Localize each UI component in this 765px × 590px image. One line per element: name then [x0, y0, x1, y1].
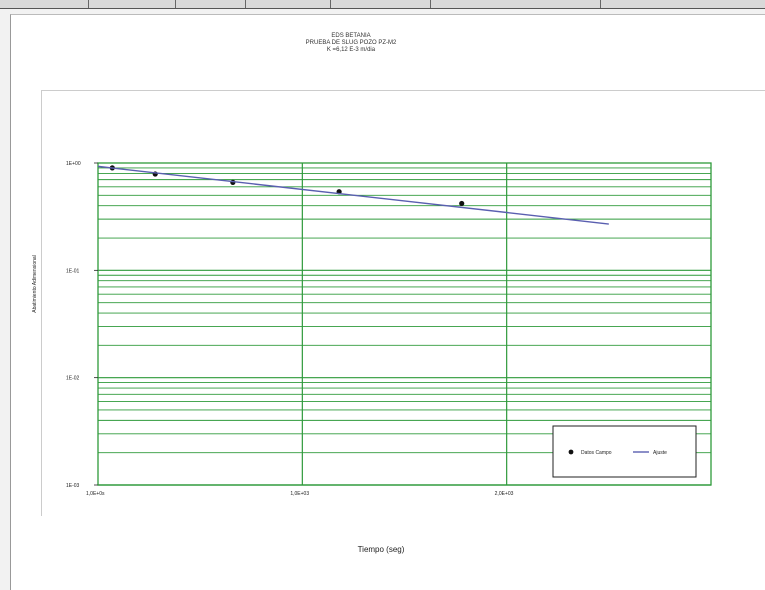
x-tick-label: 1,0E+03	[290, 491, 309, 497]
header-cell	[430, 0, 601, 8]
chart-subtitle: PRUEBA DE SLUG POZO PZ-M2	[305, 40, 397, 46]
legend-marker	[568, 449, 574, 455]
chart-svg: 1E+00 1E-01 1E-02 1E-03 1,0E+0s 1,0E+03 2,0E+0…	[32, 161, 712, 497]
header-cell	[600, 0, 765, 8]
header-cell	[88, 0, 176, 8]
chart-annotation: K =6,12 E-3 m/dia	[326, 47, 376, 53]
x-tick-label: 2,0E+03	[495, 491, 514, 497]
fit-line	[97, 165, 609, 225]
x-tick-label: 1,0E+0s	[86, 491, 105, 497]
plot-frame	[97, 162, 712, 486]
y-tick-label: 1E-02	[66, 376, 80, 382]
x-axis-title: Tiempo (seg)	[357, 545, 405, 554]
spreadsheet-header-strip	[0, 0, 765, 9]
y-tick-label: 1E-03	[66, 483, 80, 489]
y-axis-title: Abatimiento Adimensional	[32, 255, 38, 313]
legend-label: Datos Campo	[581, 450, 612, 456]
legend-box	[552, 425, 697, 478]
chart-page: EDS BETANIA PRUEBA DE SLUG POZO PZ-M2 K …	[10, 14, 765, 590]
header-cell	[175, 0, 246, 8]
axis-layer: 1E+00 1E-01 1E-02 1E-03 1,0E+0s 1,0E+03 2,0E+0…	[32, 161, 514, 497]
data-point	[459, 200, 465, 207]
header-cell	[245, 0, 331, 8]
chart-title: EDS BETANIA	[331, 33, 371, 39]
legend-label: Ajuste	[653, 450, 667, 456]
series-layer	[97, 165, 609, 225]
legend: Datos Campo Ajuste	[552, 425, 697, 478]
plot-border	[97, 162, 712, 486]
header-cell	[0, 0, 89, 8]
y-tick-label: 1E+00	[66, 161, 81, 167]
header-cell	[330, 0, 431, 8]
y-tick-label: 1E-01	[66, 268, 80, 274]
